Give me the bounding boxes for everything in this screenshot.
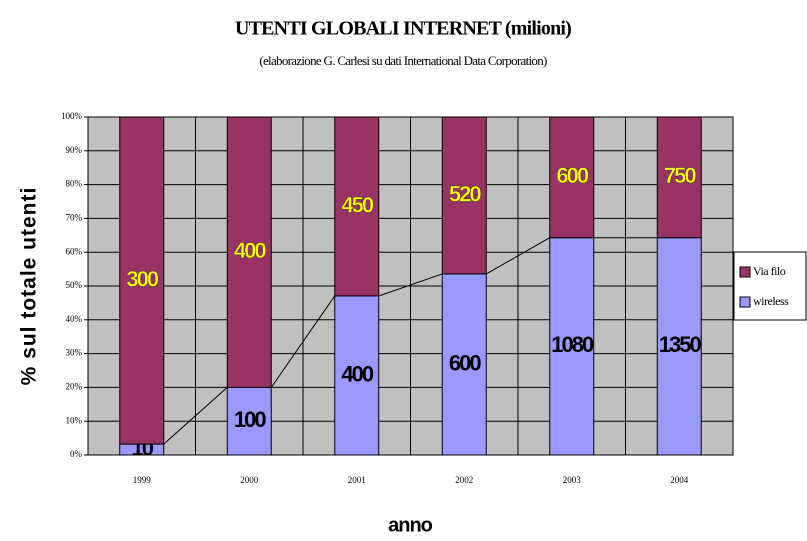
value-label: 750 bbox=[664, 163, 696, 188]
chart-subtitle: (elaborazione G. Carlesi su dati Interna… bbox=[259, 53, 547, 68]
value-label: 1350 bbox=[659, 332, 702, 357]
y-tick-label: 40% bbox=[66, 314, 83, 324]
bar-segment bbox=[119, 116, 165, 445]
y-tick-label: 20% bbox=[66, 381, 83, 391]
legend-box bbox=[733, 251, 807, 321]
value-label: 600 bbox=[556, 163, 588, 188]
chart-title: UTENTI GLOBALI INTERNET (milioni) bbox=[235, 18, 571, 40]
y-tick-label: 80% bbox=[66, 179, 83, 189]
bar-segment bbox=[334, 116, 380, 297]
y-tick-label: 100% bbox=[61, 111, 83, 121]
x-tick-label: 1999 bbox=[133, 475, 152, 485]
series-line bbox=[163, 387, 228, 445]
value-label: 600 bbox=[449, 350, 481, 375]
value-label: 400 bbox=[341, 361, 373, 386]
y-tick-label: 90% bbox=[66, 145, 83, 155]
series-line bbox=[378, 273, 443, 297]
x-axis-title: anno bbox=[388, 514, 433, 536]
y-tick-label: 10% bbox=[66, 415, 83, 425]
legend-label: wireless bbox=[753, 294, 789, 308]
bar-segment bbox=[656, 237, 702, 456]
value-label: 300 bbox=[126, 266, 158, 291]
y-tick-label: 50% bbox=[66, 280, 83, 290]
bar-segment bbox=[226, 386, 272, 456]
x-tick-label: 2000 bbox=[240, 475, 259, 485]
value-label: 100 bbox=[234, 407, 266, 432]
x-tick-label: 2001 bbox=[348, 475, 366, 485]
y-tick-label: 30% bbox=[66, 348, 83, 358]
legend-label: Via filo bbox=[753, 264, 786, 278]
value-label: 450 bbox=[341, 192, 373, 217]
series-line bbox=[270, 295, 336, 388]
bar-segment bbox=[656, 116, 702, 239]
x-tick-label: 2004 bbox=[670, 475, 689, 485]
bar-segment bbox=[334, 295, 380, 456]
x-tick-label: 2003 bbox=[563, 475, 582, 485]
bar-segment bbox=[441, 116, 487, 275]
legend-swatch bbox=[739, 266, 751, 278]
plot-border bbox=[87, 116, 734, 456]
bar-segment bbox=[441, 273, 487, 456]
legend-swatch bbox=[739, 296, 751, 308]
x-tick-label: 2002 bbox=[455, 475, 473, 485]
value-label: 400 bbox=[234, 238, 266, 263]
bar-segment bbox=[226, 116, 272, 388]
y-tick-label: 0% bbox=[70, 449, 83, 459]
value-label: 520 bbox=[449, 181, 481, 206]
y-tick-label: 60% bbox=[66, 246, 83, 256]
bar-segment bbox=[549, 116, 595, 239]
y-tick-label: 70% bbox=[66, 212, 83, 222]
value-label: 1080 bbox=[551, 332, 594, 357]
series-line bbox=[486, 237, 550, 275]
y-axis-title: % sul totale utenti bbox=[18, 187, 41, 386]
